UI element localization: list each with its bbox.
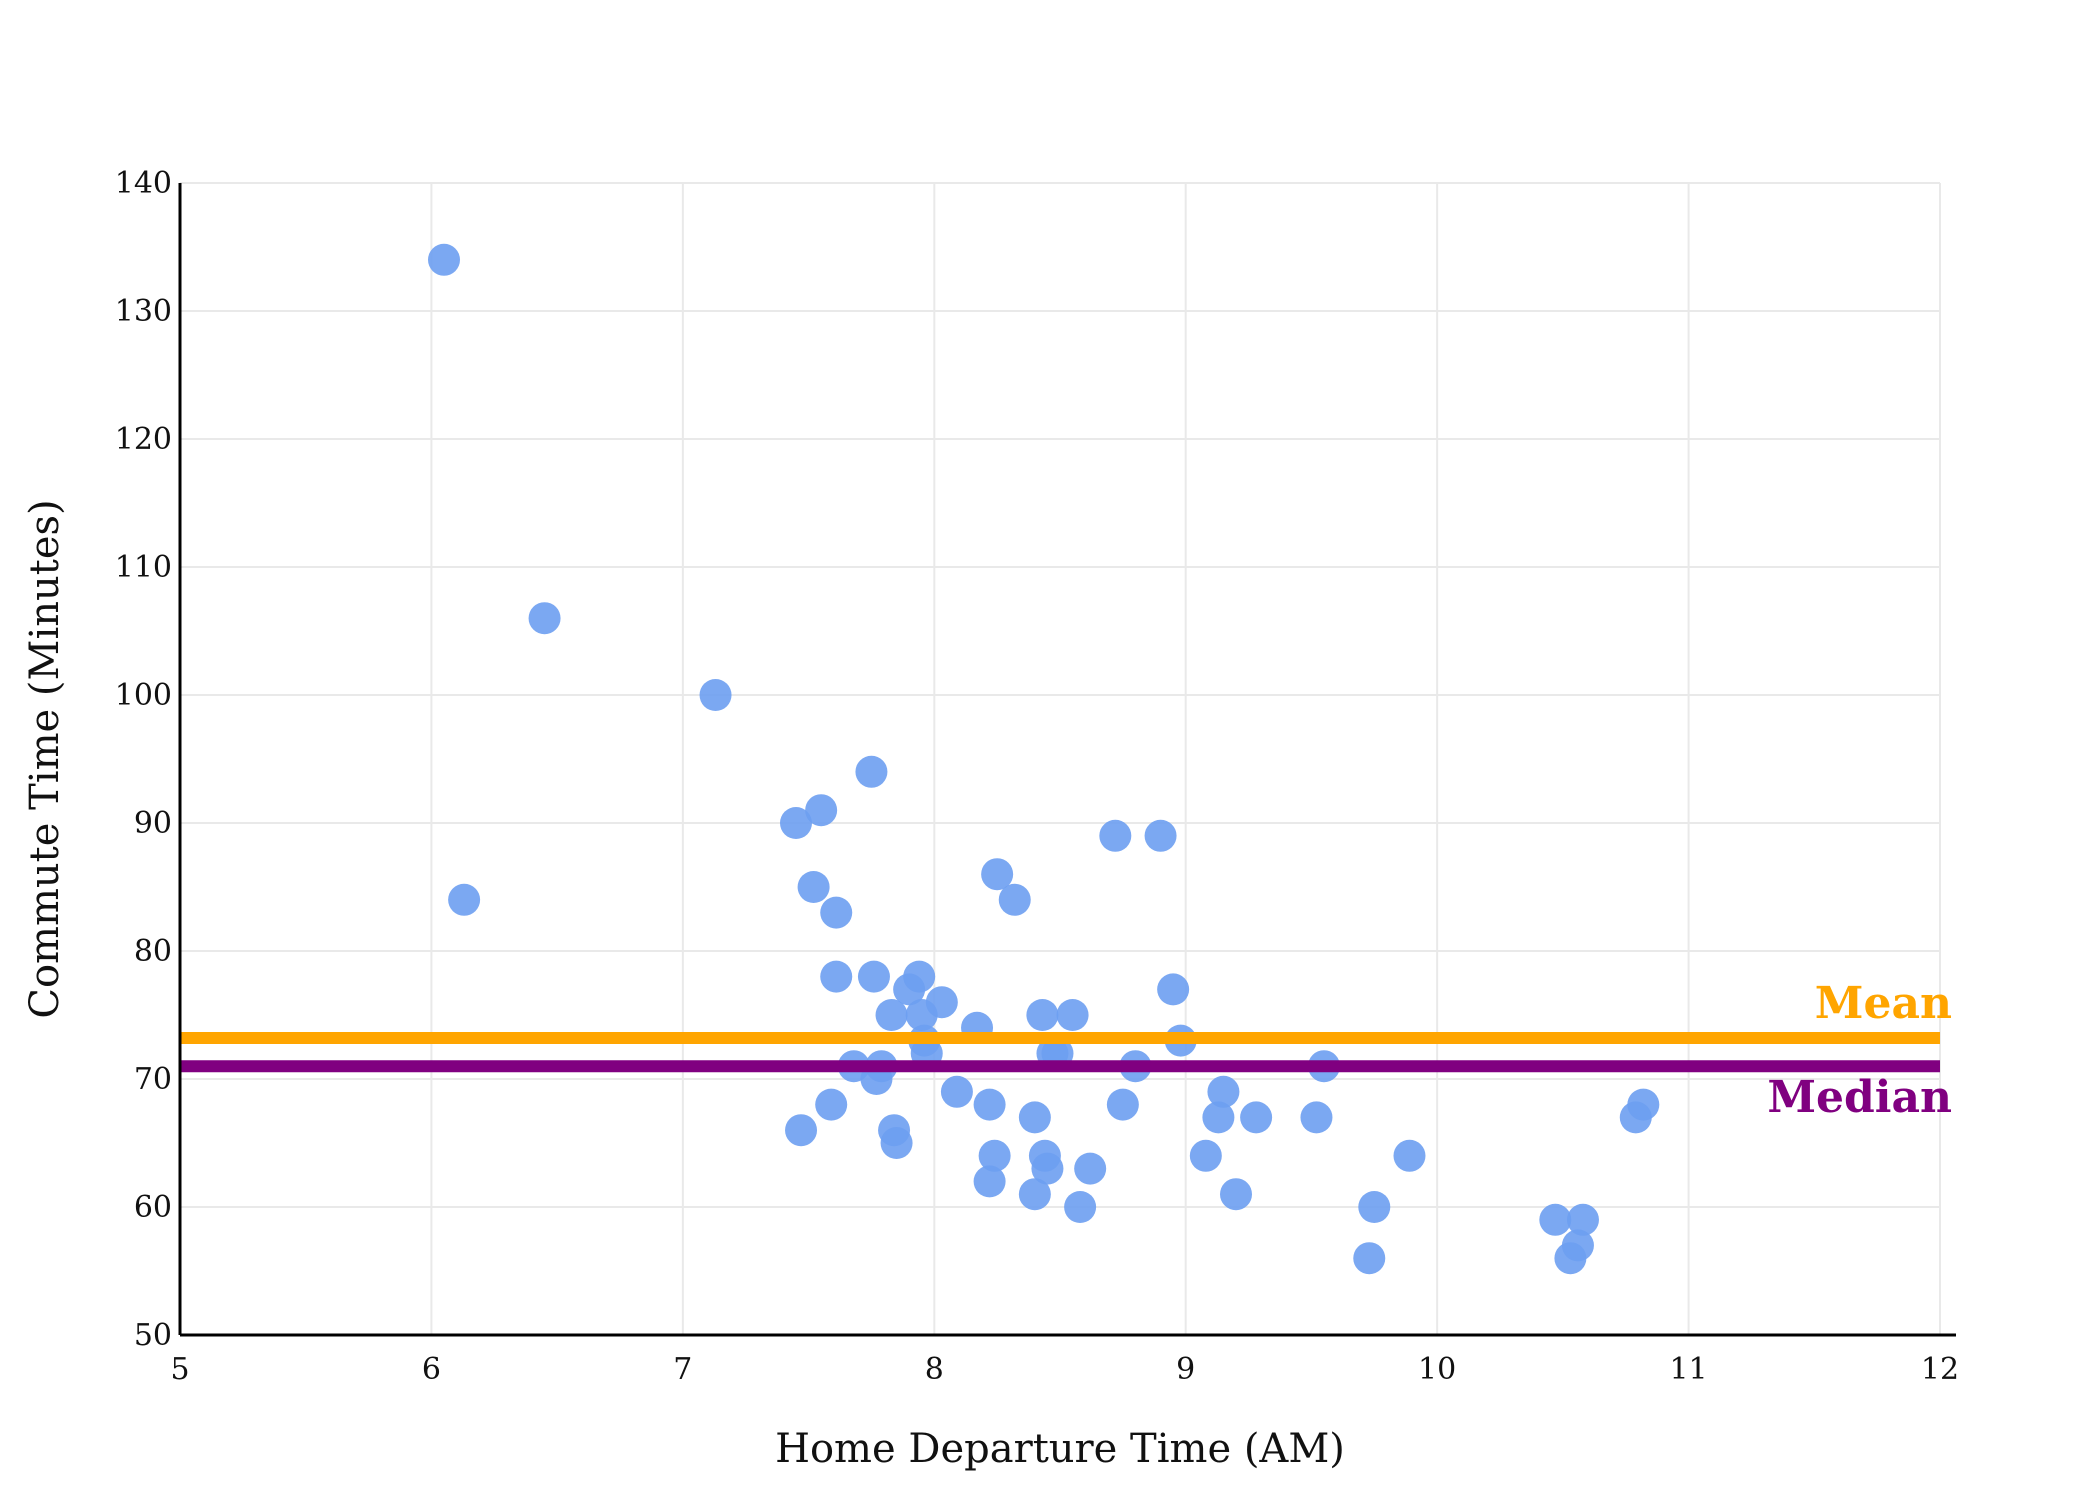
data-point xyxy=(903,960,936,993)
tick-labels: 5 6 7 8 9 10 11 12 50 60 70 80 90 100 110 120 130 140 xyxy=(115,166,1959,1387)
x-tick-label: 6 xyxy=(422,1352,441,1387)
data-point xyxy=(1144,819,1177,852)
data-point xyxy=(1393,1139,1426,1172)
data-point xyxy=(1539,1203,1572,1236)
x-tick-label: 7 xyxy=(673,1352,692,1387)
x-axis-title: Home Departure Time (AM) xyxy=(775,1426,1345,1472)
data-point xyxy=(785,1114,818,1147)
x-tick-label: 10 xyxy=(1418,1352,1456,1387)
data-point xyxy=(1353,1242,1386,1275)
data-point xyxy=(1018,1178,1051,1211)
data-point xyxy=(1099,819,1132,852)
y-tick-label: 130 xyxy=(115,294,172,329)
data-point xyxy=(1018,1101,1051,1134)
data-point xyxy=(1074,1152,1107,1185)
y-tick-label: 80 xyxy=(134,934,172,969)
grid xyxy=(179,182,1941,1336)
data-point xyxy=(1026,999,1059,1031)
data-point xyxy=(1106,1088,1139,1121)
y-tick-label: 140 xyxy=(115,166,172,201)
data-point xyxy=(1240,1101,1273,1134)
axes xyxy=(178,183,1956,1337)
data-point xyxy=(875,999,908,1031)
data-point xyxy=(981,858,1014,891)
x-tick-label: 9 xyxy=(1176,1352,1195,1387)
data-point xyxy=(998,883,1031,916)
data-point xyxy=(855,755,888,788)
reference-lines: Mean Median xyxy=(180,978,1952,1123)
data-point xyxy=(1031,1152,1064,1185)
data-point xyxy=(1056,999,1089,1031)
data-points xyxy=(428,243,1660,1275)
data-point xyxy=(1566,1203,1599,1236)
data-point xyxy=(1627,1088,1660,1121)
data-point xyxy=(973,1088,1006,1121)
data-point xyxy=(528,602,561,635)
x-tick-label: 11 xyxy=(1669,1352,1707,1387)
y-tick-label: 110 xyxy=(115,550,172,585)
y-tick-label: 90 xyxy=(134,806,172,841)
data-point xyxy=(857,960,890,993)
data-point xyxy=(1300,1101,1333,1134)
data-point xyxy=(820,960,853,993)
data-point xyxy=(1561,1229,1594,1262)
reference-label-median: Median xyxy=(1767,1072,1952,1123)
y-tick-label: 100 xyxy=(115,678,172,713)
x-tick-label: 8 xyxy=(925,1352,944,1387)
data-point xyxy=(780,807,812,839)
data-point xyxy=(820,896,853,929)
data-point xyxy=(1064,1191,1097,1223)
x-tick-label: 5 xyxy=(170,1352,189,1387)
data-point xyxy=(815,1088,848,1121)
y-tick-label: 60 xyxy=(134,1190,172,1225)
data-point xyxy=(1189,1139,1222,1172)
data-point xyxy=(1202,1101,1235,1134)
data-point xyxy=(973,1165,1006,1198)
data-point xyxy=(805,794,838,827)
data-point xyxy=(978,1139,1011,1172)
data-point xyxy=(925,986,958,1019)
y-tick-label: 120 xyxy=(115,422,172,457)
data-point xyxy=(880,1127,913,1159)
data-point xyxy=(1207,1075,1240,1108)
data-point xyxy=(1157,973,1190,1006)
data-point xyxy=(1358,1191,1391,1223)
y-tick-label: 70 xyxy=(134,1062,172,1097)
data-point xyxy=(448,883,481,916)
data-point xyxy=(1220,1178,1252,1211)
x-tick-label: 12 xyxy=(1921,1352,1959,1387)
data-point xyxy=(428,243,460,276)
y-tick-label: 50 xyxy=(134,1318,172,1353)
y-axis-title: Commute Time (Minutes) xyxy=(22,499,68,1018)
reference-label-mean: Mean xyxy=(1815,978,1952,1029)
data-point xyxy=(797,871,830,903)
data-point xyxy=(940,1075,973,1108)
data-point xyxy=(699,679,732,711)
